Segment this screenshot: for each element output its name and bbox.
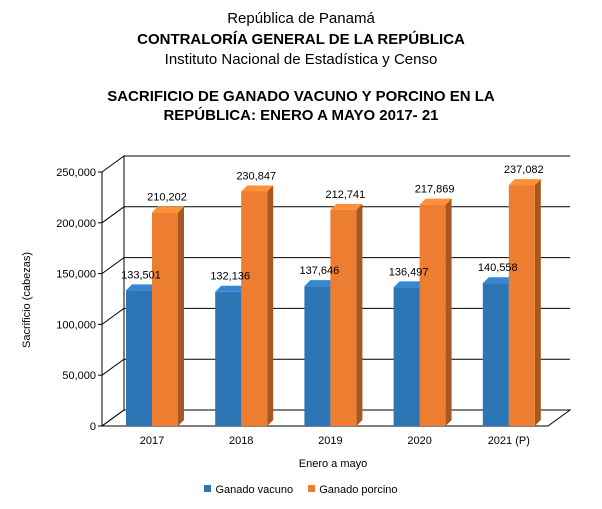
bar-side	[267, 185, 274, 426]
bar-front	[304, 286, 331, 426]
y-tick-label: 150,000	[56, 269, 96, 281]
x-tick-label: 2017	[140, 435, 164, 447]
bar-porcino	[241, 185, 274, 426]
data-label: 212,741	[326, 189, 366, 201]
bar-front	[508, 185, 535, 426]
bar-top	[241, 185, 274, 192]
legend-swatch-vacuno	[204, 485, 212, 492]
x-tick-label: 2018	[229, 435, 253, 447]
bar-front	[482, 283, 509, 426]
legend-label-vacuno: Ganado vacuno	[215, 484, 294, 496]
x-axis-ticks: 2017 2018 2019 2020 2021 (P)	[140, 435, 530, 447]
data-label: 132,136	[210, 271, 250, 283]
data-label: 140,558	[478, 262, 518, 274]
legend-swatch-porcino	[308, 485, 316, 492]
data-label: 133,501	[121, 269, 161, 281]
bar-front	[215, 291, 242, 426]
data-label: 137,646	[300, 265, 340, 277]
bar-top	[126, 284, 158, 291]
bar-top	[152, 206, 184, 213]
bar-porcino	[508, 179, 541, 426]
bar-side	[445, 198, 452, 426]
bar-front	[393, 287, 420, 426]
bar-front	[152, 212, 178, 426]
data-label: 136,497	[389, 266, 429, 278]
legend: Ganado vacuno Ganado porcino	[0, 484, 602, 496]
data-label: 217,869	[415, 184, 455, 196]
y-axis-ticks: 0 50,000 100,000 150,000 200,000 250,000	[56, 167, 96, 433]
bar-side	[356, 203, 363, 426]
x-axis-label: Enero a mayo	[299, 458, 367, 470]
bar-front	[330, 209, 357, 426]
bar-top	[419, 198, 452, 205]
legend-item-vacuno: Ganado vacuno	[204, 484, 293, 496]
bar-top	[482, 277, 515, 284]
y-tick-label: 200,000	[56, 218, 96, 230]
bar-porcino	[330, 203, 363, 426]
chart-title-line2: REPÚBLICA: ENERO A MAYO 2017- 21	[163, 107, 439, 124]
bar-front	[126, 290, 152, 426]
agency-name: CONTRALORÍA GENERAL DE LA REPÚBLICA	[137, 31, 465, 48]
bar-top	[508, 179, 541, 186]
y-tick-label: 100,000	[56, 319, 96, 331]
bar-top	[330, 203, 363, 210]
y-axis-label: Sacrificio (cabezas)	[21, 252, 33, 348]
bar-top	[393, 281, 426, 288]
institute-name: Instituto Nacional de Estadística y Cens…	[164, 51, 438, 68]
bar-porcino	[419, 198, 452, 426]
y-tick-label: 50,000	[62, 370, 96, 382]
bar-side	[534, 179, 541, 426]
x-tick-label: 2019	[318, 435, 342, 447]
data-label: 237,082	[504, 164, 544, 176]
data-label: 210,202	[147, 191, 187, 203]
legend-item-porcino: Ganado porcino	[308, 484, 398, 496]
bar-front	[419, 204, 446, 426]
gridline	[101, 155, 570, 173]
x-tick-label: 2020	[407, 435, 431, 447]
bar-porcino	[152, 206, 184, 426]
bars	[126, 179, 541, 426]
bar-side	[178, 206, 184, 426]
country-name: República de Panamá	[227, 10, 375, 27]
x-tick-label: 2021 (P)	[488, 435, 530, 447]
legend-label-porcino: Ganado porcino	[319, 484, 398, 496]
bar-top	[304, 280, 337, 287]
data-label: 230,847	[236, 170, 276, 182]
bar-chart: 0 50,000 100,000 150,000 200,000 250,000 2017…	[21, 155, 572, 470]
data-labels: 133,501 210,202 132,136 230,847 137,646 212,7…	[121, 164, 544, 283]
chart-title-line1: SACRIFICIO DE GANADO VACUNO Y PORCINO EN…	[107, 88, 495, 105]
y-tick-label: 250,000	[56, 167, 96, 179]
bar-top	[215, 285, 248, 292]
y-tick-label: 0	[90, 421, 96, 433]
bar-front	[241, 191, 268, 426]
